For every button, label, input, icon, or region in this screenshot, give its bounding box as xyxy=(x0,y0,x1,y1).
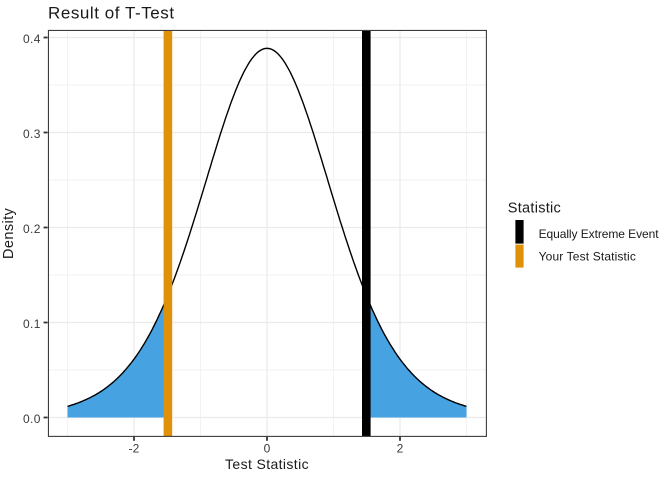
svg-text:Density: Density xyxy=(1,207,17,258)
svg-text:Test Statistic: Test Statistic xyxy=(225,456,309,472)
svg-text:0.2: 0.2 xyxy=(23,222,41,236)
svg-text:Statistic: Statistic xyxy=(508,201,561,217)
svg-text:Result of T-Test: Result of T-Test xyxy=(48,4,175,23)
svg-text:2: 2 xyxy=(397,442,404,456)
svg-text:0.0: 0.0 xyxy=(23,412,41,426)
svg-text:0: 0 xyxy=(264,442,271,456)
svg-text:0.3: 0.3 xyxy=(23,127,41,141)
svg-text:Your Test Statistic: Your Test Statistic xyxy=(539,250,636,264)
svg-text:0.1: 0.1 xyxy=(23,317,41,331)
svg-text:-2: -2 xyxy=(129,442,140,456)
svg-text:Equally Extreme Event: Equally Extreme Event xyxy=(539,227,660,241)
svg-text:0.4: 0.4 xyxy=(23,32,41,46)
